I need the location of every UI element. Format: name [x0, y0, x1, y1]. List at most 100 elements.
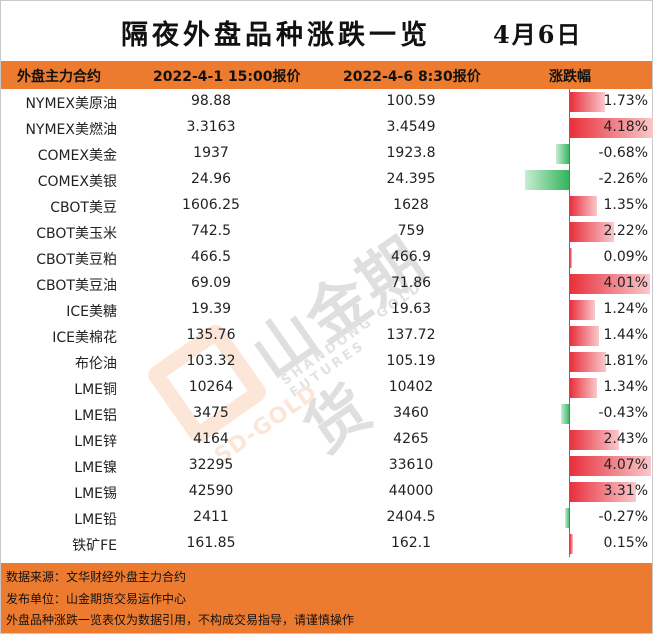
- contract-name: CBOT美豆粕: [36, 252, 117, 268]
- header-price-2: 2022-4-6 8:30报价: [343, 69, 481, 85]
- price-1: 103.32: [186, 353, 236, 369]
- header-change: 涨跌幅: [549, 69, 591, 85]
- price-2: 71.86: [390, 275, 432, 291]
- price-2: 100.59: [386, 93, 436, 109]
- price-2: 24.395: [386, 171, 436, 187]
- table-row: 铁矿FE 161.85 162.1 0.15%: [1, 531, 652, 557]
- contract-name: LME锌: [74, 434, 117, 450]
- price-1: 466.5: [190, 249, 232, 265]
- table-row: NYMEX美原油 98.88 100.59 1.73%: [1, 89, 652, 115]
- change-bar-positive: [570, 248, 572, 268]
- change-percent: -0.27%: [598, 509, 648, 525]
- table-row: LME铝 3475 3460 -0.43%: [1, 401, 652, 427]
- contract-name: ICE美棉花: [52, 330, 117, 346]
- contract-name: CBOT美玉米: [36, 226, 117, 242]
- table-header: 外盘主力合约 2022-4-1 15:00报价 2022-4-6 8:30报价 …: [1, 61, 652, 89]
- table-row: CBOT美豆粕 466.5 466.9 0.09%: [1, 245, 652, 271]
- change-percent: -0.68%: [598, 145, 648, 161]
- price-1: 32295: [188, 457, 234, 473]
- contract-name: LME铜: [74, 382, 117, 398]
- change-percent: 2.22%: [603, 223, 648, 239]
- price-2: 162.1: [390, 535, 432, 551]
- table-row: CBOT美豆 1606.25 1628 1.35%: [1, 193, 652, 219]
- change-bar-positive: [570, 118, 653, 138]
- table-row: LME锡 42590 44000 3.31%: [1, 479, 652, 505]
- contract-name: 布伦油: [75, 356, 117, 372]
- price-2: 10402: [388, 379, 434, 395]
- contract-name: ICE美糖: [66, 304, 117, 320]
- change-bar-positive: [570, 456, 652, 476]
- change-percent: 3.31%: [603, 483, 648, 499]
- footer-publisher: 发布单位：山金期货交易运作中心: [6, 592, 187, 606]
- price-1: 19.39: [190, 301, 232, 317]
- price-1: 1937: [193, 145, 229, 161]
- price-1: 24.96: [190, 171, 232, 187]
- price-2: 759: [397, 223, 425, 239]
- price-2: 19.63: [390, 301, 432, 317]
- price-1: 10264: [188, 379, 234, 395]
- change-percent: -2.26%: [598, 171, 648, 187]
- change-percent: 1.44%: [603, 327, 648, 343]
- price-2: 2404.5: [386, 509, 436, 525]
- footer-disclaimer: 外盘品种涨跌一览表仅为数据引用，不构成交易指导，请谨慎操作: [6, 613, 355, 627]
- header-price-1: 2022-4-1 15:00报价: [153, 69, 301, 85]
- contract-name: NYMEX美燃油: [25, 122, 117, 138]
- table-row: LME镍 32295 33610 4.07%: [1, 453, 652, 479]
- price-2: 3.4549: [386, 119, 436, 135]
- price-2: 137.72: [386, 327, 436, 343]
- change-bar-negative: [556, 144, 570, 164]
- table-row: CBOT美豆油 69.09 71.86 4.01%: [1, 271, 652, 297]
- change-percent: 2.43%: [603, 431, 648, 447]
- change-bar-positive: [570, 300, 595, 320]
- change-bar-positive: [570, 92, 605, 112]
- price-1: 1606.25: [182, 197, 240, 213]
- change-percent: 0.09%: [603, 249, 648, 265]
- contract-name: LME镍: [74, 460, 117, 476]
- table-row: ICE美棉花 135.76 137.72 1.44%: [1, 323, 652, 349]
- table-row: NYMEX美燃油 3.3163 3.4549 4.18%: [1, 115, 653, 141]
- change-percent: 4.18%: [603, 119, 648, 135]
- price-1: 3475: [193, 405, 229, 421]
- price-2: 105.19: [386, 353, 436, 369]
- price-1: 42590: [188, 483, 234, 499]
- change-percent: 1.34%: [603, 379, 648, 395]
- price-2: 466.9: [390, 249, 432, 265]
- page-title: 隔夜外盘品种涨跌一览: [121, 20, 431, 51]
- price-1: 161.85: [186, 535, 236, 551]
- change-percent: 0.15%: [603, 535, 648, 551]
- contract-name: NYMEX美原油: [25, 96, 117, 112]
- table-row: 布伦油 103.32 105.19 1.81%: [1, 349, 652, 375]
- price-1: 98.88: [190, 93, 232, 109]
- table-row: ICE美糖 19.39 19.63 1.24%: [1, 297, 652, 323]
- price-2: 1628: [393, 197, 429, 213]
- contract-name: CBOT美豆: [50, 200, 117, 216]
- price-1: 4164: [193, 431, 229, 447]
- change-bar-positive: [570, 430, 619, 450]
- price-2: 1923.8: [386, 145, 436, 161]
- header-contract: 外盘主力合约: [17, 69, 101, 85]
- change-percent: 1.73%: [603, 93, 648, 109]
- change-percent: 1.35%: [603, 197, 648, 213]
- change-bar-negative: [561, 404, 570, 424]
- change-bar-positive: [570, 482, 637, 502]
- change-bar-negative: [524, 170, 570, 190]
- contract-name: COMEX美金: [37, 148, 117, 164]
- change-bar-positive: [570, 326, 599, 346]
- table-row: CBOT美玉米 742.5 759 2.22%: [1, 219, 652, 245]
- change-percent: 4.07%: [603, 457, 648, 473]
- price-1: 2411: [193, 509, 229, 525]
- footer-source: 数据来源：文华财经外盘主力合约: [6, 570, 187, 584]
- contract-name: LME锡: [74, 486, 117, 502]
- footer: 数据来源：文华财经外盘主力合约 发布单位：山金期货交易运作中心 外盘品种涨跌一览…: [1, 563, 652, 633]
- change-bar-positive: [570, 352, 607, 372]
- report-date: 4月6日: [493, 20, 583, 49]
- price-1: 69.09: [190, 275, 232, 291]
- change-bar-positive: [570, 274, 651, 294]
- price-1: 135.76: [186, 327, 236, 343]
- table-row: COMEX美银 24.96 24.395 -2.26%: [1, 167, 652, 193]
- price-2: 44000: [388, 483, 434, 499]
- title-bar: 隔夜外盘品种涨跌一览 4月6日: [1, 1, 652, 61]
- table-row: LME锌 4164 4265 2.43%: [1, 427, 652, 453]
- price-1: 3.3163: [186, 119, 236, 135]
- change-bar-positive: [570, 196, 597, 216]
